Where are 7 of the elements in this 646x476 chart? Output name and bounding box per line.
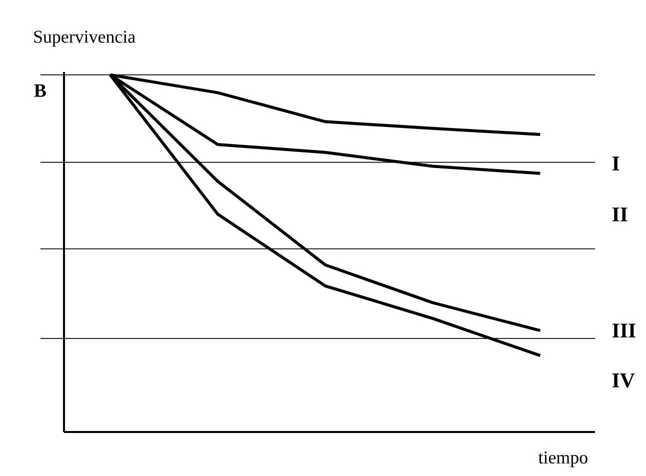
text: IV [612,374,635,388]
x-axis-title: tiempo [538,452,588,468]
y-axis-title: Supervivencia [34,30,136,46]
text: III [612,324,636,338]
text: II [612,208,628,222]
ref-line-label: B [34,84,46,97]
text: I [612,156,620,170]
